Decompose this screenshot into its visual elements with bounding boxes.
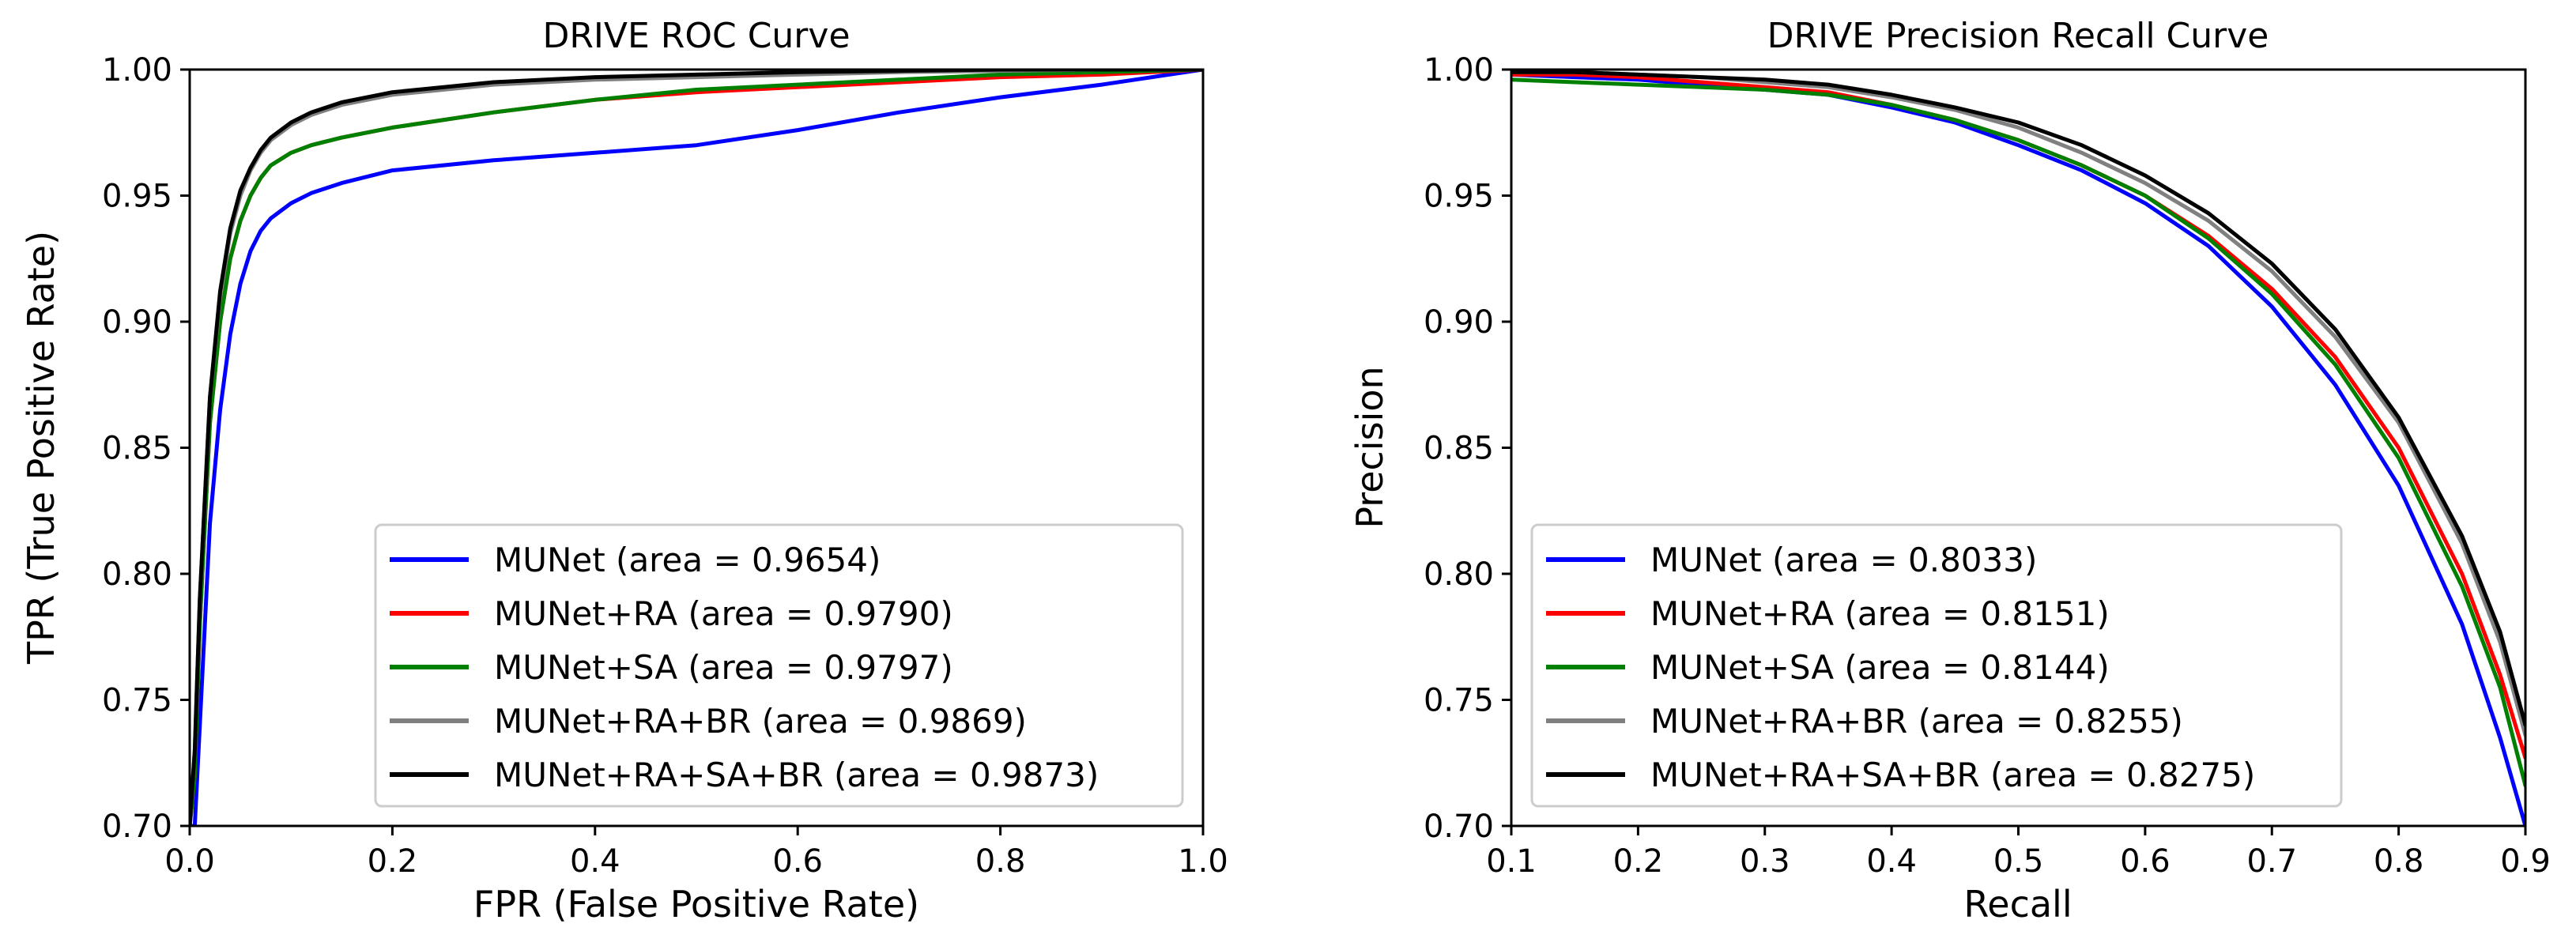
pr-y-axis-label: Precision xyxy=(1348,366,1391,528)
roc-chart-title: DRIVE ROC Curve xyxy=(542,16,850,56)
pr-x-tick-label: 0.3 xyxy=(1740,843,1790,880)
pr-series-line-2 xyxy=(1511,77,2525,788)
roc-legend-entry-2: MUNet+SA (area = 0.9797) xyxy=(494,648,953,687)
pr-x-tick-label: 0.4 xyxy=(1866,843,1917,880)
pr-y-tick-label: 0.70 xyxy=(1424,809,1494,845)
roc-legend-entry-0: MUNet (area = 0.9654) xyxy=(494,541,881,579)
roc-legend-box xyxy=(374,523,1184,808)
pr-x-tick-label: 0.7 xyxy=(2246,843,2297,880)
pr-y-tick-label: 0.85 xyxy=(1424,431,1494,467)
roc-x-axis-label: FPR (False Positive Rate) xyxy=(473,883,919,926)
pr-y-tick-label: 0.95 xyxy=(1424,179,1494,215)
pr-legend-entry-3: MUNet+RA+BR (area = 0.8255) xyxy=(1650,702,2183,741)
pr-y-tick-label: 0.80 xyxy=(1424,556,1494,593)
pr-y-tick-label: 0.90 xyxy=(1424,304,1494,341)
pr-x-tick-label: 0.8 xyxy=(2374,843,2424,880)
roc-legend-entry-1: MUNet+RA (area = 0.9790) xyxy=(494,594,953,633)
roc-x-tick-label: 1.0 xyxy=(1178,843,1228,880)
roc-y-tick-label: 0.75 xyxy=(102,683,172,719)
roc-y-tick-label: 0.95 xyxy=(102,179,172,215)
pr-x-tick-label: 0.1 xyxy=(1486,843,1537,880)
pr-x-tick-label: 0.2 xyxy=(1613,843,1664,880)
pr-series-line-0 xyxy=(1511,72,2525,826)
pr-legend: MUNet (area = 0.8033) MUNet+RA (area = 0.… xyxy=(1530,523,2343,808)
roc-y-tick-label: 1.00 xyxy=(102,52,172,89)
roc-legend: MUNet (area = 0.9654) MUNet+RA (area = 0.… xyxy=(374,523,1184,808)
roc-series-line-4 xyxy=(190,70,1203,826)
roc-chart: DRIVE ROC Curve FPR (False Positive Rate… xyxy=(20,16,1228,926)
pr-x-axis-label: Recall xyxy=(1963,883,2072,926)
roc-x-tick-label: 0.2 xyxy=(368,843,418,880)
pr-x-tick-label: 0.5 xyxy=(1993,843,2044,880)
roc-x-tick-label: 0.4 xyxy=(570,843,620,880)
pr-legend-entry-1: MUNet+RA (area = 0.8151) xyxy=(1650,594,2110,633)
roc-y-tick-label: 0.70 xyxy=(102,809,172,845)
roc-x-tick-label: 0.0 xyxy=(164,843,215,880)
roc-y-tick-label: 0.90 xyxy=(102,304,172,341)
pr-chart-title: DRIVE Precision Recall Curve xyxy=(1767,16,2269,56)
pr-legend-box xyxy=(1530,523,2343,808)
roc-y-tick-label: 0.85 xyxy=(102,431,172,467)
roc-x-tick-label: 0.8 xyxy=(975,843,1026,880)
roc-y-tick-label: 0.80 xyxy=(102,556,172,593)
roc-legend-entry-3: MUNet+RA+BR (area = 0.9869) xyxy=(494,702,1027,741)
pr-series-line-4 xyxy=(1511,70,2525,727)
roc-x-tick-label: 0.6 xyxy=(772,843,823,880)
roc-legend-entry-4: MUNet+RA+SA+BR (area = 0.9873) xyxy=(494,756,1099,794)
pr-legend-entry-4: MUNet+RA+SA+BR (area = 0.8275) xyxy=(1650,756,2255,794)
pr-x-tick-label: 0.9 xyxy=(2500,843,2551,880)
roc-series-line-0 xyxy=(190,70,1203,826)
pr-x-tick-label: 0.6 xyxy=(2120,843,2171,880)
pr-y-tick-label: 0.75 xyxy=(1424,683,1494,719)
roc-y-axis-label: TPR (True Positive Rate) xyxy=(20,231,62,665)
pr-y-tick-label: 1.00 xyxy=(1424,52,1494,89)
pr-legend-entry-0: MUNet (area = 0.8033) xyxy=(1650,541,2037,579)
pr-legend-entry-2: MUNet+SA (area = 0.8144) xyxy=(1650,648,2110,687)
pr-chart: DRIVE Precision Recall Curve Recall Prec… xyxy=(1348,16,2551,926)
